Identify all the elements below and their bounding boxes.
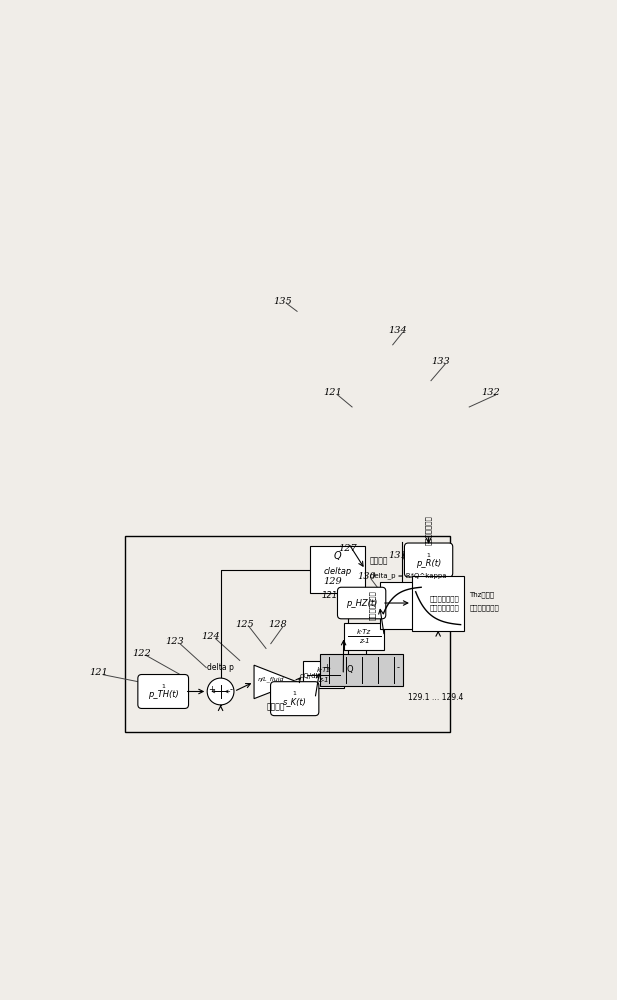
Text: z-1: z-1 bbox=[358, 638, 370, 644]
Text: delta_p = R*Q^kappa: delta_p = R*Q^kappa bbox=[370, 572, 447, 579]
Text: 125: 125 bbox=[235, 620, 254, 629]
Text: -: - bbox=[397, 663, 400, 672]
Text: 129: 129 bbox=[323, 577, 342, 586]
Text: 制动管路的容量: 制动管路的容量 bbox=[430, 605, 460, 611]
Text: s_K(t): s_K(t) bbox=[283, 697, 307, 706]
Text: 121: 121 bbox=[321, 591, 337, 600]
Text: k·Tz: k·Tz bbox=[357, 629, 371, 635]
Text: dQ/dt: dQ/dt bbox=[299, 673, 319, 679]
Text: η/L_fluid: η/L_fluid bbox=[257, 677, 284, 682]
Text: 1: 1 bbox=[426, 553, 431, 558]
Text: （在阀关闭时）: （在阀关闭时） bbox=[470, 605, 499, 611]
FancyBboxPatch shape bbox=[138, 675, 189, 708]
Text: p_TH(t): p_TH(t) bbox=[148, 690, 178, 699]
Text: 车轮制动缸的和: 车轮制动缸的和 bbox=[430, 595, 460, 602]
Bar bbox=[303, 661, 344, 688]
Text: 管路电感: 管路电感 bbox=[267, 703, 285, 712]
Text: 1: 1 bbox=[161, 684, 165, 689]
Polygon shape bbox=[254, 665, 297, 699]
Text: 135: 135 bbox=[273, 297, 292, 306]
Text: delta p: delta p bbox=[207, 663, 234, 672]
Bar bbox=[412, 576, 465, 631]
Bar bbox=[320, 654, 404, 686]
Bar bbox=[379, 582, 425, 629]
Text: 在车轮处的压力: 在车轮处的压力 bbox=[425, 515, 432, 545]
Text: 129.1 … 129.4: 129.1 … 129.4 bbox=[408, 693, 463, 702]
Text: z-1: z-1 bbox=[318, 677, 329, 683]
Text: 123: 123 bbox=[166, 637, 184, 646]
Text: 133: 133 bbox=[431, 357, 450, 366]
Text: p_R(t): p_R(t) bbox=[416, 559, 441, 568]
Text: 127: 127 bbox=[338, 544, 357, 553]
Text: 122: 122 bbox=[132, 649, 151, 658]
Text: +: + bbox=[209, 685, 215, 694]
Text: -: - bbox=[230, 685, 233, 694]
FancyBboxPatch shape bbox=[270, 682, 319, 716]
Text: cleltap: cleltap bbox=[323, 567, 352, 576]
Text: 128: 128 bbox=[268, 620, 288, 629]
Text: +: + bbox=[324, 663, 331, 672]
Text: 124: 124 bbox=[202, 632, 220, 641]
Text: 流动阻力: 流动阻力 bbox=[370, 556, 389, 565]
Text: 在车轮处的容积: 在车轮处的容积 bbox=[369, 591, 376, 620]
Text: k·Tz: k·Tz bbox=[317, 667, 331, 673]
FancyBboxPatch shape bbox=[404, 543, 453, 577]
FancyBboxPatch shape bbox=[337, 587, 386, 619]
Text: 1: 1 bbox=[292, 691, 297, 696]
Text: Q: Q bbox=[334, 551, 342, 561]
Text: 132: 132 bbox=[481, 388, 500, 397]
Text: 121: 121 bbox=[89, 668, 108, 677]
Text: p_HZ(t): p_HZ(t) bbox=[346, 599, 378, 608]
Text: 134: 134 bbox=[388, 326, 407, 335]
Bar bbox=[344, 623, 384, 650]
Bar bbox=[310, 546, 365, 593]
Text: Thz的容量: Thz的容量 bbox=[470, 591, 494, 598]
Text: Q: Q bbox=[347, 665, 353, 674]
Text: 131: 131 bbox=[388, 551, 407, 560]
Text: 121: 121 bbox=[323, 388, 342, 397]
Text: 130: 130 bbox=[357, 572, 376, 581]
Bar bbox=[125, 536, 450, 732]
Circle shape bbox=[207, 678, 234, 705]
